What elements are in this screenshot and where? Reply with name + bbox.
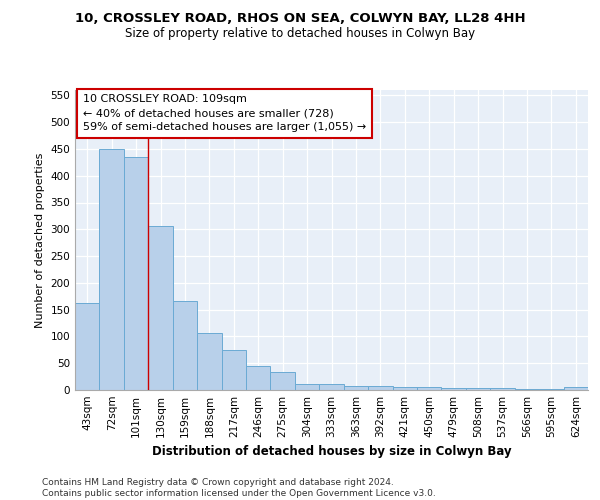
Bar [466, 388, 490, 390]
Bar [490, 388, 515, 390]
Bar [295, 384, 319, 390]
X-axis label: Distribution of detached houses by size in Colwyn Bay: Distribution of detached houses by size … [152, 446, 511, 458]
Bar [442, 388, 466, 390]
Bar [392, 388, 417, 390]
Bar [344, 386, 368, 390]
Bar [563, 388, 588, 390]
Bar [271, 372, 295, 390]
Bar [75, 302, 100, 390]
Text: Contains HM Land Registry data © Crown copyright and database right 2024.
Contai: Contains HM Land Registry data © Crown c… [42, 478, 436, 498]
Bar [148, 226, 173, 390]
Bar [124, 157, 148, 390]
Text: 10 CROSSLEY ROAD: 109sqm
← 40% of detached houses are smaller (728)
59% of semi-: 10 CROSSLEY ROAD: 109sqm ← 40% of detach… [83, 94, 366, 132]
Bar [319, 384, 344, 390]
Bar [221, 350, 246, 390]
Y-axis label: Number of detached properties: Number of detached properties [35, 152, 45, 328]
Bar [417, 388, 442, 390]
Text: Size of property relative to detached houses in Colwyn Bay: Size of property relative to detached ho… [125, 28, 475, 40]
Text: 10, CROSSLEY ROAD, RHOS ON SEA, COLWYN BAY, LL28 4HH: 10, CROSSLEY ROAD, RHOS ON SEA, COLWYN B… [74, 12, 526, 26]
Bar [100, 149, 124, 390]
Bar [246, 366, 271, 390]
Bar [368, 386, 392, 390]
Bar [197, 333, 221, 390]
Bar [173, 300, 197, 390]
